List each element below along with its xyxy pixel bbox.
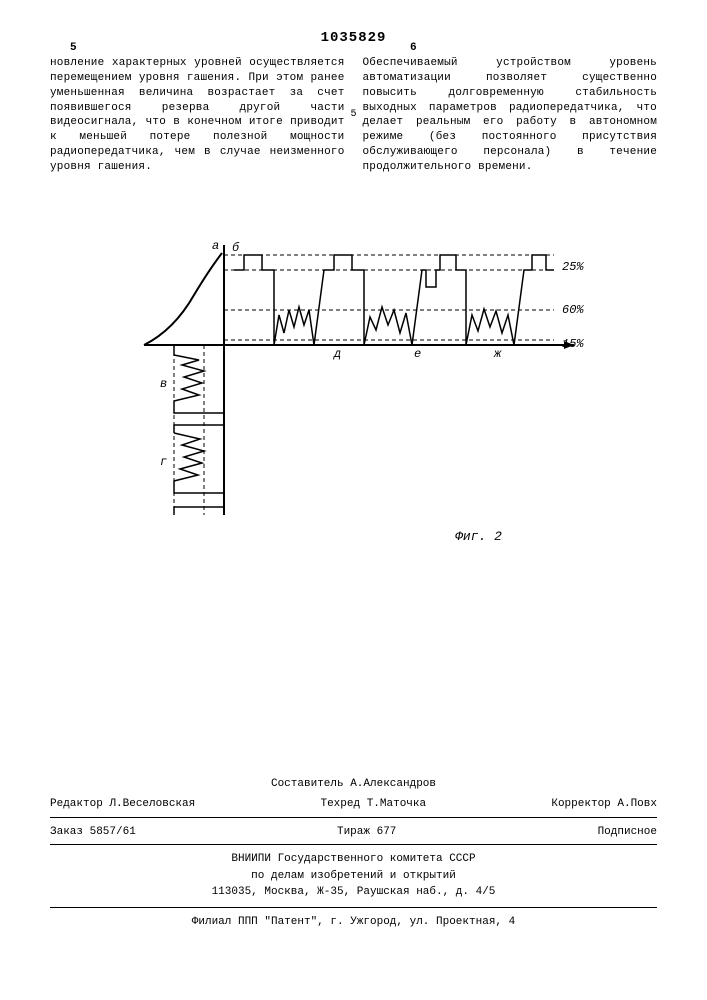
label-a: а	[212, 239, 219, 253]
lvl-60: 60%	[562, 303, 584, 317]
figure-caption: Фиг. 2	[300, 529, 657, 544]
doc-number: 1035829	[50, 30, 657, 46]
org1: ВНИИПИ Государственного комитета СССР	[50, 851, 657, 868]
margin-line-5: 5	[351, 108, 357, 122]
body-left: новление характерных уровней осуществляе…	[50, 57, 345, 173]
techred: Техред Т.Маточка	[320, 796, 426, 813]
label-b: б	[232, 241, 240, 255]
sign: Подписное	[598, 824, 657, 841]
label-d: д	[333, 347, 341, 361]
corrector: Корректор А.Повх	[551, 796, 657, 813]
right-column: 5 Обеспечиваемый устройством уровень авт…	[363, 56, 658, 175]
label-g: г	[160, 455, 167, 469]
org2: по делам изобретений и открытий	[50, 868, 657, 885]
label-e: е	[414, 347, 421, 361]
lvl-15: 15%	[562, 337, 584, 351]
label-v: в	[160, 377, 167, 391]
page-num-left: 5	[70, 42, 77, 54]
lvl-25: 25%	[562, 260, 584, 274]
footer-block: Составитель А.Александров Редактор Л.Вес…	[50, 776, 657, 931]
tirage: Тираж 677	[337, 824, 396, 841]
label-zh: ж	[493, 347, 502, 361]
left-column: новление характерных уровней осуществляе…	[50, 56, 345, 175]
org3: 113035, Москва, Ж-35, Раушская наб., д. …	[50, 884, 657, 901]
editor: Редактор Л.Веселовская	[50, 796, 195, 813]
order: Заказ 5857/61	[50, 824, 136, 841]
figure-2: а б д е ж 25% 60% 15% в	[50, 215, 657, 544]
page-num-right: 6	[410, 42, 417, 54]
branch: Филиал ППП "Патент", г. Ужгород, ул. Про…	[50, 914, 657, 931]
compiler: Составитель А.Александров	[50, 776, 657, 793]
body-right: Обеспечиваемый устройством уровень автом…	[363, 57, 658, 173]
text-columns: новление характерных уровней осуществляе…	[50, 56, 657, 175]
